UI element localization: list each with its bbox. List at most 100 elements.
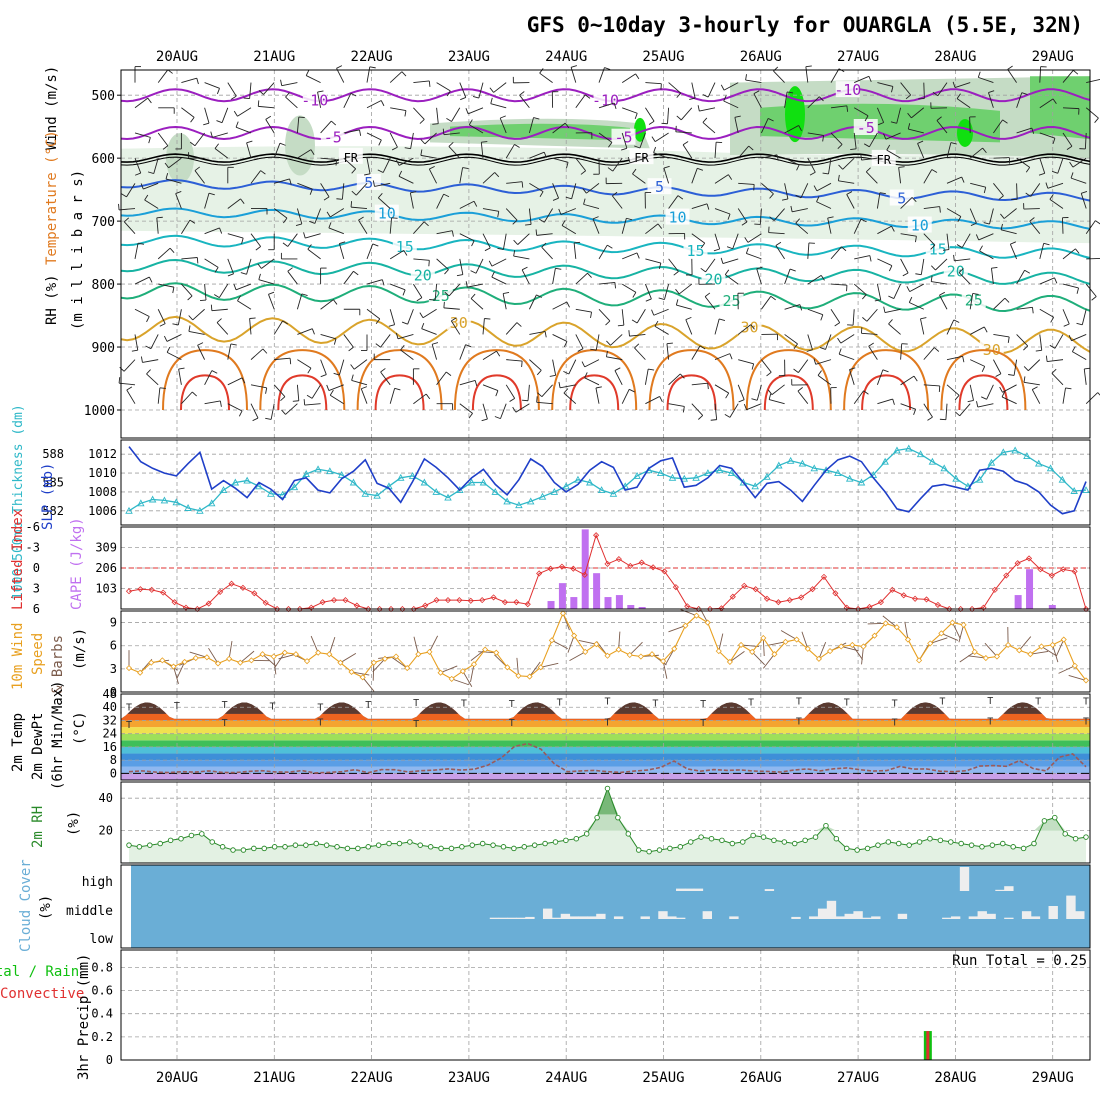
wind-barb-flag: [748, 145, 754, 151]
wind-barb: [281, 82, 298, 87]
wind-barb-flag: [484, 247, 491, 252]
stability-grid: [121, 527, 1090, 609]
wind-barb-flag: [165, 173, 169, 180]
wind10m-barb: [629, 641, 643, 656]
wind-barb: [181, 391, 193, 405]
wind-barb: [839, 353, 855, 361]
wind-barb-flag: [309, 188, 313, 195]
lifted-index-point: [1071, 568, 1078, 575]
wind-barb-flag: [727, 213, 731, 220]
wind-barb: [250, 233, 261, 247]
wind-barb-flag: [287, 267, 293, 272]
thickness-point: [160, 496, 169, 504]
wind-barb-flag: [163, 335, 168, 342]
wind-barb: [946, 142, 952, 159]
top-date-label: 24AUG: [545, 49, 587, 65]
wind-barb: [760, 118, 769, 134]
wind-barb: [909, 283, 925, 292]
rh2m-point: [178, 835, 184, 842]
wind-barb-flag: [574, 241, 581, 244]
wind-barb-flag: [121, 193, 127, 198]
cloud-middle-bar: [817, 908, 828, 919]
wind10m-point: [281, 649, 288, 656]
lifted-index-point: [331, 597, 338, 604]
wind-barb: [621, 218, 627, 234]
wind-barb-flag: [796, 164, 800, 171]
wind-barb: [366, 279, 383, 285]
wind-barb: [258, 105, 275, 109]
wind-barb-flag: [240, 198, 245, 204]
rh2m-point: [136, 844, 143, 850]
wind-barb-flag: [795, 218, 801, 224]
wind-barb: [297, 149, 312, 159]
wind-barb-flag: [156, 216, 163, 219]
wind10m-point: [904, 636, 912, 643]
rh2m-point: [167, 837, 174, 844]
thickness-point: [491, 488, 500, 495]
wind-barb: [745, 79, 762, 84]
wind-barb-flag: [700, 242, 706, 249]
wind-barb-flag: [673, 271, 679, 276]
thickness-point: [633, 471, 641, 479]
wind-barb: [784, 183, 789, 200]
thickness-point: [456, 486, 464, 494]
contour-label-bg: [446, 313, 471, 330]
wind-barb: [737, 324, 752, 335]
wind-barb-flag: [216, 88, 220, 95]
wind-barb: [192, 308, 205, 321]
rh2m-point: [563, 837, 569, 844]
wind-barb: [784, 157, 800, 166]
wind-barb-flag: [380, 368, 386, 373]
rh2m-point: [542, 840, 548, 847]
wind-barb-flag: [888, 265, 893, 272]
wind-barb-flag: [258, 273, 261, 280]
wind10m-point: [826, 648, 834, 655]
wind-barb: [1086, 257, 1100, 260]
wind-barb: [893, 283, 902, 299]
wind-barb-flag: [698, 415, 704, 420]
wind-barb-flag: [775, 241, 782, 246]
wind-barb-flag: [883, 306, 886, 313]
wind-barb-flag: [908, 296, 913, 303]
wind-barb-flag: [879, 192, 886, 195]
wind-barb: [595, 334, 600, 351]
thickness-point: [207, 499, 216, 507]
cloud-high-bar: [684, 888, 695, 891]
temp-max-marker: T: [892, 698, 898, 709]
wind-barb: [993, 119, 1003, 134]
wind-barb-flag: [468, 119, 473, 125]
wind-barb-flag: [975, 234, 980, 241]
wind-barb-flag: [636, 252, 640, 259]
wind-barb: [258, 279, 275, 285]
wind-barb: [807, 96, 820, 109]
wind-barb-flag: [724, 413, 731, 418]
ylabel-6hr-minmax: (6hr Min/Max): [50, 680, 66, 790]
wind-barb: [156, 217, 159, 234]
wind-barb-flag: [817, 370, 822, 376]
cloud-middle-bar: [809, 916, 819, 919]
wind-barb-flag: [351, 190, 357, 196]
wind-barb: [571, 183, 577, 199]
wind-barb-flag: [210, 304, 213, 311]
contour-label-bg: [392, 238, 417, 255]
wind-barb-flag: [380, 100, 385, 107]
wind-barb: [769, 399, 785, 405]
wind-barb-flag: [860, 154, 862, 161]
wind10m-barb: [665, 648, 675, 665]
temp-band: [121, 773, 1090, 780]
wind10m-point: [749, 648, 756, 655]
wind-barb-flag: [311, 328, 315, 335]
wind-barb-flag: [932, 91, 939, 97]
wind-barb: [320, 359, 327, 375]
wind-barb: [825, 334, 832, 350]
wind-barb: [886, 149, 901, 159]
lifted-index-point: [433, 597, 440, 604]
wind10m-point: [559, 610, 567, 617]
wind-barb: [761, 182, 774, 195]
wind-barb-flag: [178, 367, 185, 370]
wind-barb-flag: [258, 90, 264, 95]
wind-barb: [1039, 158, 1046, 174]
wind-barb: [366, 66, 371, 83]
wind-barb: [328, 384, 344, 391]
